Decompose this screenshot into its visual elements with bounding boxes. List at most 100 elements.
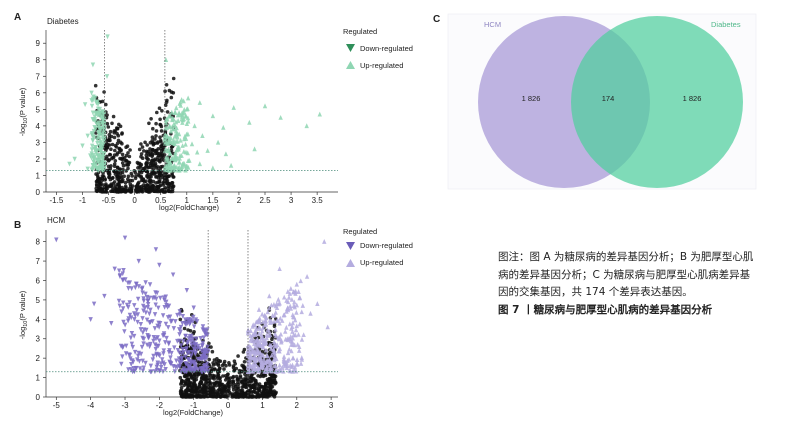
- nonsig-point: [232, 359, 237, 364]
- down-regulated-point: [198, 335, 203, 341]
- down-regulated-point: [90, 62, 96, 68]
- up-regulated-point: [264, 359, 269, 365]
- down-regulated-point: [165, 304, 170, 310]
- down-regulated-point: [141, 365, 146, 371]
- up-regulated-point: [179, 116, 184, 122]
- nonsig-point: [234, 366, 239, 371]
- down-regulated-point: [155, 360, 160, 366]
- down-regulated-point: [153, 247, 159, 253]
- up-regulated-point: [263, 318, 269, 324]
- venn-diagram: HCM Diabetes 1 826 174 1 826: [447, 13, 757, 190]
- down-regulated-point: [190, 349, 195, 355]
- down-regulated-point: [120, 306, 126, 312]
- down-regulated-point: [104, 74, 110, 79]
- nonsig-point: [193, 393, 198, 398]
- down-regulated-point: [175, 347, 181, 353]
- up-regulated-point: [287, 291, 293, 296]
- up-regulated-point: [173, 153, 178, 158]
- down-regulated-point: [166, 349, 172, 355]
- down-regulated-point: [95, 140, 100, 146]
- nonsig-point: [218, 379, 222, 383]
- nonsig-point: [170, 181, 174, 185]
- up-regulated-point: [180, 119, 185, 125]
- down-regulated-point: [189, 333, 194, 339]
- down-regulated-point: [147, 320, 152, 326]
- nonsig-point: [165, 181, 169, 185]
- nonsig-point: [238, 375, 243, 380]
- down-regulated-point: [123, 351, 129, 357]
- nonsig-point: [104, 182, 108, 186]
- up-regulated-point: [292, 317, 298, 323]
- up-regulated-point: [278, 315, 283, 321]
- down-regulated-point: [90, 117, 95, 122]
- nonsig-point: [142, 180, 147, 184]
- down-regulated-point: [94, 165, 100, 171]
- nonsig-point: [139, 142, 143, 146]
- nonsig-point: [150, 172, 154, 176]
- nonsig-point: [226, 376, 230, 380]
- down-regulated-point: [138, 351, 144, 357]
- venn-count-hcm-only: 1 826: [522, 94, 541, 103]
- nonsig-point: [94, 186, 98, 191]
- nonsig-point: [242, 360, 247, 364]
- up-regulated-point: [173, 119, 179, 125]
- up-regulated-point: [277, 346, 283, 352]
- nonsig-point: [223, 391, 228, 396]
- down-regulated-point: [134, 307, 139, 313]
- nonsig-point: [247, 389, 251, 393]
- nonsig-point: [145, 175, 149, 179]
- x-tick-label: 0.5: [155, 196, 167, 205]
- down-regulated-point: [132, 303, 137, 308]
- down-regulated-point: [172, 345, 177, 351]
- y-tick-label: 5: [36, 296, 41, 305]
- down-regulated-point: [127, 280, 133, 286]
- up-regulated-point: [283, 361, 288, 367]
- up-regulated-point: [178, 102, 183, 108]
- nonsig-point: [262, 388, 267, 392]
- down-regulated-point: [171, 326, 177, 331]
- up-regulated-point: [197, 100, 203, 105]
- nonsig-point: [118, 140, 123, 145]
- down-regulated-point: [200, 324, 206, 330]
- nonsig-point: [137, 170, 142, 174]
- nonsig-point: [165, 110, 170, 114]
- x-tick-label: 3: [289, 196, 294, 205]
- nonsig-point: [215, 380, 219, 384]
- down-regulated-point: [91, 159, 96, 165]
- up-regulated-point: [277, 348, 282, 354]
- down-regulated-point: [135, 357, 140, 363]
- up-regulated-point: [166, 146, 171, 152]
- up-regulated-point: [175, 134, 180, 140]
- down-regulated-point: [97, 137, 103, 142]
- down-regulated-point: [165, 325, 171, 330]
- down-regulated-point: [184, 287, 190, 293]
- nonsig-point: [188, 393, 192, 398]
- down-regulated-point: [200, 343, 205, 349]
- up-regulated-point: [281, 354, 287, 359]
- nonsig-point: [217, 366, 222, 371]
- nonsignificant-points: [93, 76, 176, 194]
- down-regulated-point: [136, 350, 141, 356]
- up-regulated-point: [299, 336, 305, 342]
- down-regulated-point: [112, 266, 117, 272]
- nonsig-point: [192, 354, 196, 358]
- significant-cloud: [67, 34, 322, 173]
- nonsig-point: [210, 366, 214, 371]
- nonsig-point: [264, 381, 268, 386]
- x-tick-label: 0: [226, 401, 231, 410]
- nonsig-point: [113, 159, 118, 163]
- up-regulated-point: [251, 322, 256, 328]
- nonsig-point: [199, 381, 204, 386]
- nonsig-point: [225, 372, 230, 377]
- nonsig-point: [241, 390, 245, 395]
- nonsig-point: [250, 385, 254, 389]
- down-regulated-point: [100, 144, 105, 150]
- up-regulated-point: [179, 113, 185, 119]
- down-regulated-point: [156, 343, 161, 349]
- up-regulated-point: [171, 137, 176, 143]
- down-regulated-point: [188, 367, 193, 373]
- down-regulated-point: [101, 164, 106, 170]
- up-regulated-point: [179, 152, 184, 158]
- up-regulated-point: [258, 355, 263, 361]
- up-regulated-point: [298, 278, 303, 284]
